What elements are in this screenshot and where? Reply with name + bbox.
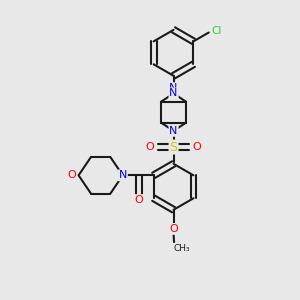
Text: N: N — [118, 170, 127, 180]
Text: O: O — [68, 170, 76, 180]
Text: O: O — [169, 224, 178, 234]
Text: N: N — [169, 88, 178, 98]
Text: N: N — [169, 126, 178, 136]
Text: CH₃: CH₃ — [173, 244, 190, 253]
Text: O: O — [146, 142, 154, 152]
Text: S: S — [169, 141, 178, 154]
Text: O: O — [135, 195, 143, 205]
Text: Cl: Cl — [212, 26, 222, 36]
Text: N: N — [169, 83, 178, 93]
Text: O: O — [193, 142, 202, 152]
